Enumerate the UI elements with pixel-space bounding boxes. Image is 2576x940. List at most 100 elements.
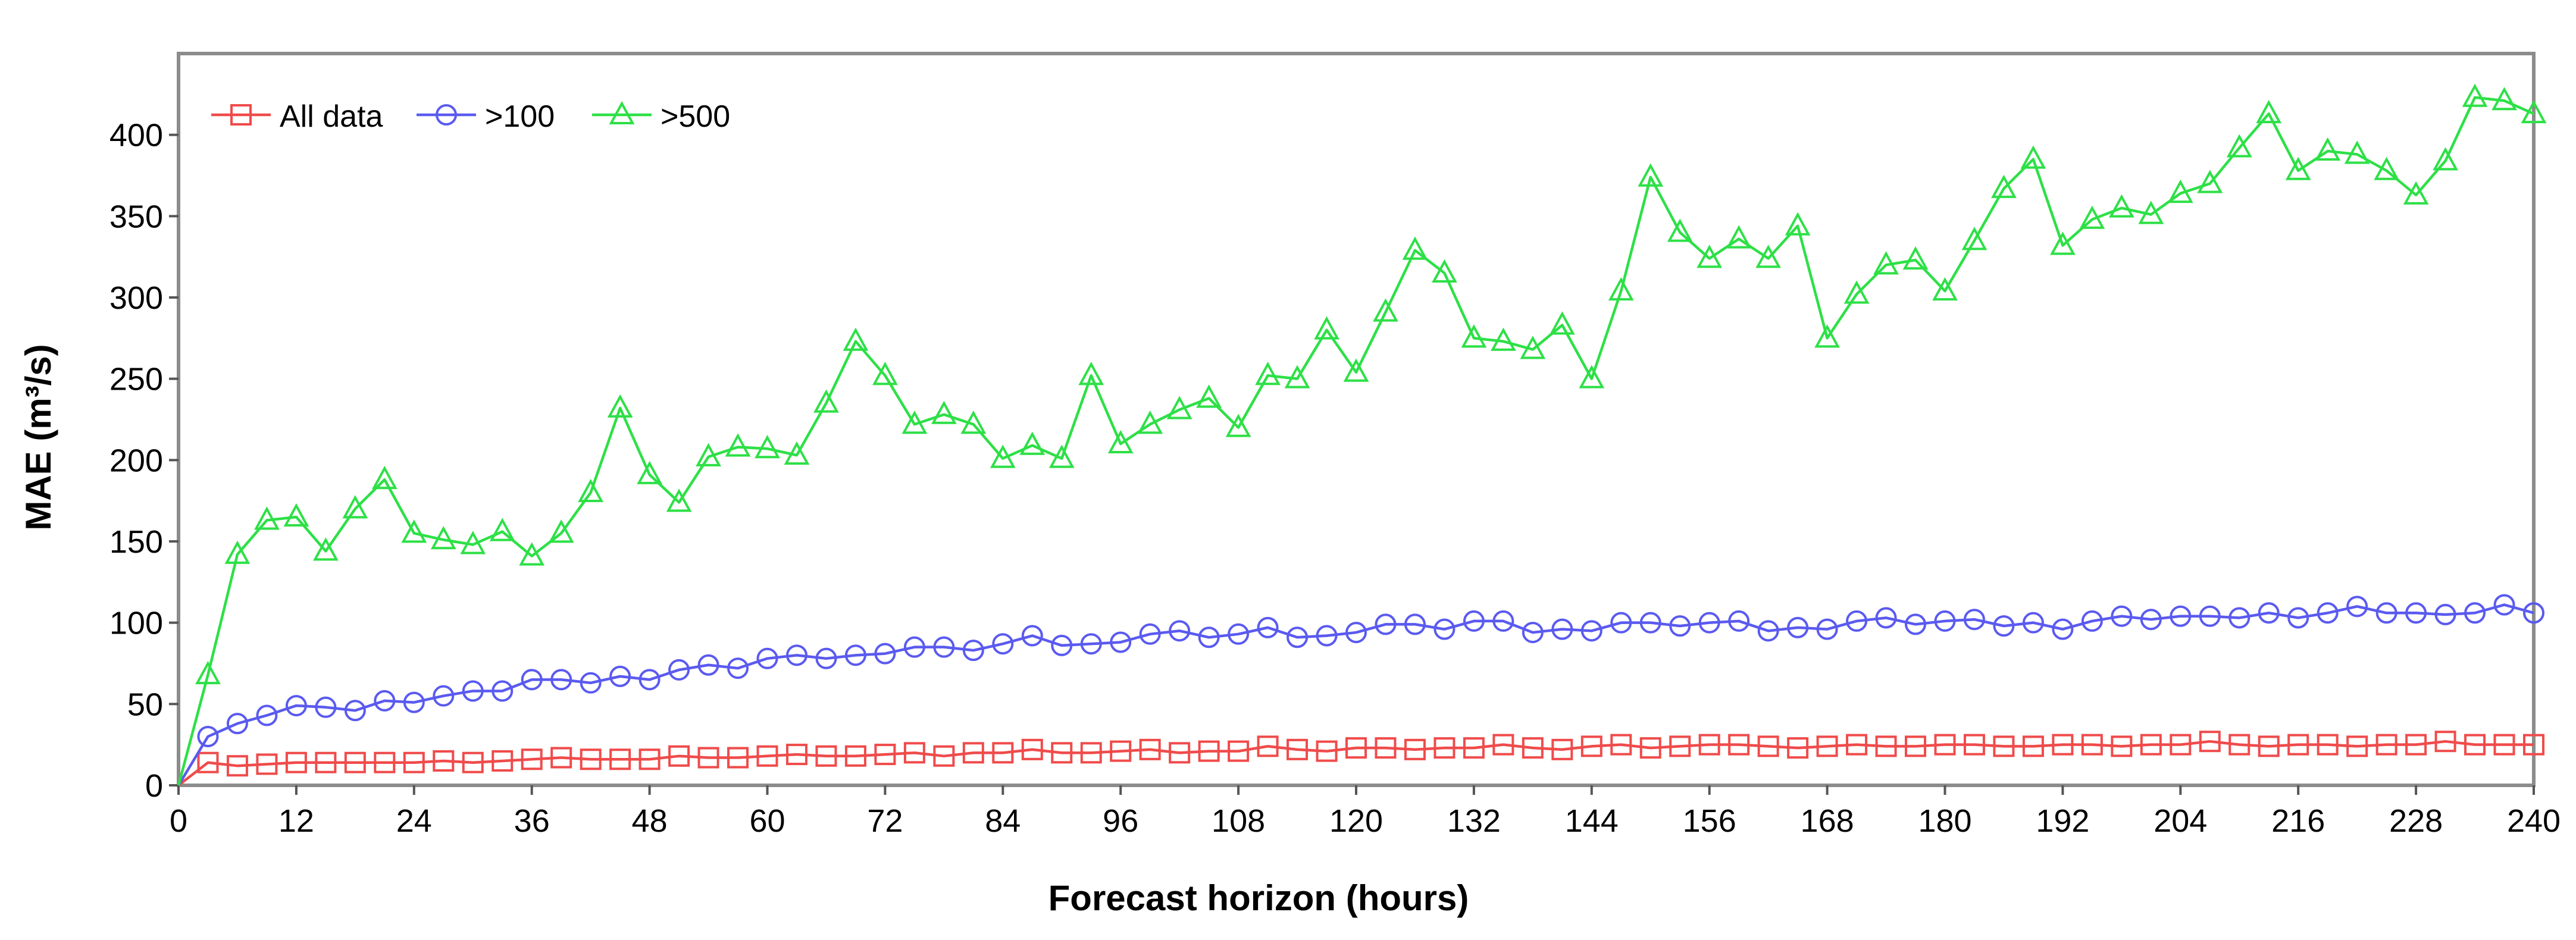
data-point <box>1225 413 1251 437</box>
data-point <box>1551 618 1573 640</box>
data-point <box>344 751 366 773</box>
data-point <box>1698 734 1720 756</box>
legend-symbol <box>230 104 252 126</box>
data-point <box>2405 734 2427 756</box>
data-point <box>2022 735 2044 757</box>
data-point <box>1816 618 1838 640</box>
data-point <box>2108 194 2134 218</box>
data-point <box>2052 734 2074 756</box>
data-point <box>1639 612 1661 634</box>
data-point <box>578 478 604 502</box>
data-point <box>1785 212 1811 236</box>
data-point <box>638 748 661 770</box>
legend-symbol <box>436 104 457 126</box>
data-point <box>2022 612 2044 634</box>
data-point <box>1875 607 1897 629</box>
x-tick-label: 192 <box>2036 803 2089 839</box>
data-point <box>1166 396 1192 419</box>
x-tick-label: 204 <box>2154 803 2207 839</box>
data-point <box>2433 147 2458 171</box>
x-tick-label: 228 <box>2389 803 2443 839</box>
x-tick-label: 216 <box>2271 803 2325 839</box>
series-all-data <box>177 731 2544 787</box>
legend-label-gt500: >500 <box>661 99 730 134</box>
data-point <box>285 695 307 717</box>
data-point <box>2317 602 2339 624</box>
data-point <box>374 690 396 712</box>
data-point <box>1196 384 1222 408</box>
data-point <box>1667 218 1693 242</box>
data-point <box>2170 734 2192 756</box>
data-point <box>2140 609 2162 631</box>
data-point <box>580 748 602 770</box>
data-point <box>2287 607 2309 629</box>
legend-marker-gt100 <box>417 104 476 126</box>
data-point <box>371 465 397 490</box>
data-point <box>2374 156 2399 180</box>
data-point <box>1610 612 1632 634</box>
data-point <box>931 400 957 424</box>
data-point <box>1873 251 1899 275</box>
y-tick-label: 150 <box>109 524 163 560</box>
data-point <box>872 362 898 386</box>
data-point <box>1875 735 1897 757</box>
data-point <box>1638 163 1664 187</box>
data-point <box>492 750 514 772</box>
data-point <box>755 435 780 459</box>
data-point <box>254 506 280 530</box>
data-point <box>1345 737 1367 759</box>
data-point <box>2405 602 2427 624</box>
data-point <box>815 647 837 669</box>
data-point <box>1461 324 1487 348</box>
data-point <box>1345 622 1367 644</box>
data-point <box>2493 594 2515 616</box>
data-point <box>401 519 427 543</box>
legend-item-gt100: >100 <box>417 99 555 134</box>
data-point <box>195 660 221 685</box>
data-point <box>1314 316 1339 340</box>
data-point <box>2258 602 2280 624</box>
legend-marker-all-data <box>211 104 271 126</box>
data-point <box>1726 225 1752 249</box>
data-point <box>874 744 896 766</box>
legend: All data >100 >500 <box>211 99 730 134</box>
data-point <box>843 327 869 351</box>
legend-item-gt500: >500 <box>592 99 730 134</box>
data-point <box>1932 277 1958 301</box>
data-point <box>609 665 631 687</box>
data-point <box>2228 734 2251 756</box>
data-point <box>1255 362 1281 386</box>
data-point <box>1905 735 1927 757</box>
data-point <box>1697 245 1723 268</box>
x-tick-label: 72 <box>867 803 903 839</box>
data-point <box>1373 298 1398 322</box>
data-point <box>1139 623 1161 645</box>
data-point <box>1522 737 1544 759</box>
data-point <box>638 669 661 691</box>
data-point <box>784 441 810 465</box>
data-point <box>668 659 690 681</box>
data-point <box>1757 735 1779 757</box>
data-point <box>197 726 219 747</box>
data-point <box>1110 740 1132 762</box>
data-point <box>992 742 1014 764</box>
data-point <box>666 488 692 512</box>
x-tick-label: 240 <box>2507 803 2561 839</box>
data-point <box>1934 610 1956 632</box>
data-point <box>2081 734 2103 756</box>
data-point <box>813 389 839 413</box>
data-point <box>462 751 484 773</box>
x-tick-label: 132 <box>1447 803 1501 839</box>
data-point <box>2050 231 2076 255</box>
data-point <box>1492 610 1514 632</box>
data-point <box>2256 99 2282 124</box>
data-point <box>2346 735 2368 757</box>
data-point <box>1433 618 1456 640</box>
data-point <box>403 751 425 773</box>
data-point <box>1993 615 2015 637</box>
data-point <box>433 750 455 772</box>
x-tick-label: 12 <box>278 803 314 839</box>
x-axis: 0 12 24 36 48 60 72 84 96 108 120 132 144 156 168 180 19… <box>170 785 2561 839</box>
y-tick-label: 50 <box>127 687 163 722</box>
